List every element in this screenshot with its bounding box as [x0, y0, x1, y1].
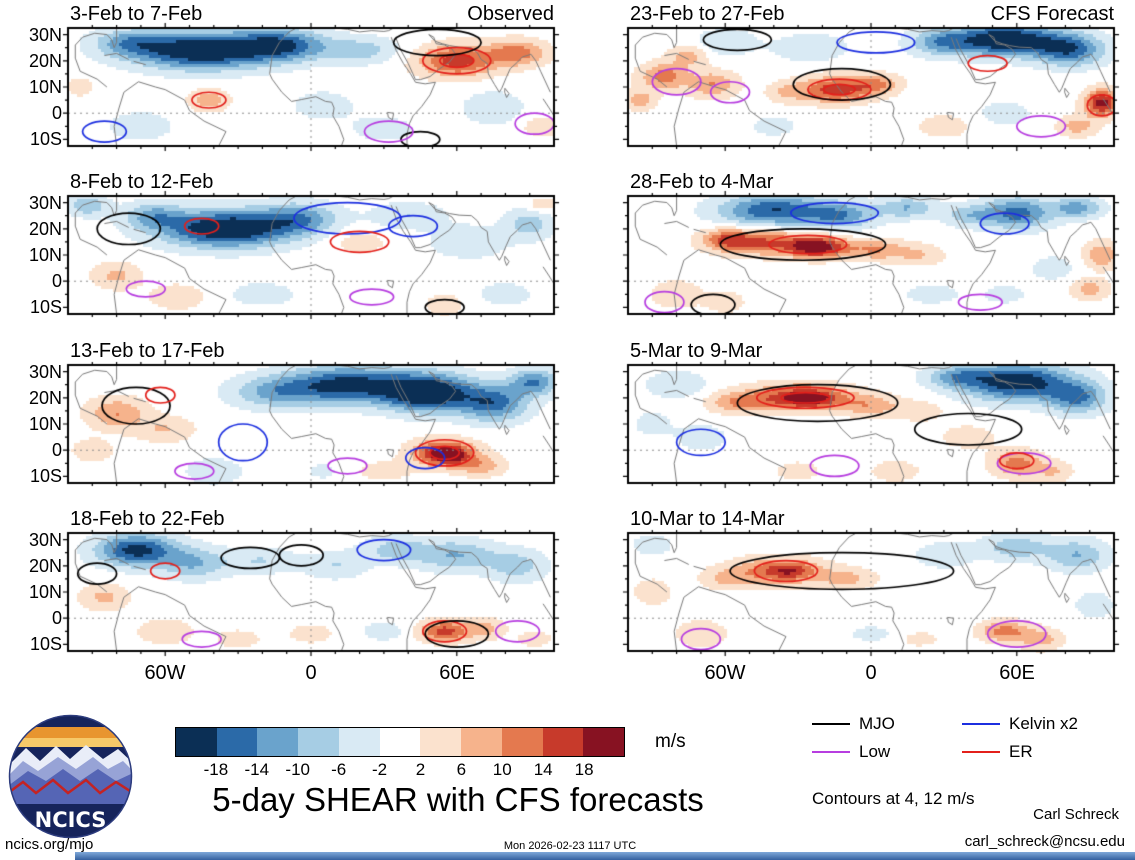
- panel-title-6: 28-Feb to 4-Mar: [630, 171, 774, 193]
- legend-item-er: ER: [962, 742, 1112, 762]
- colorbar-tick-label: 14: [533, 760, 553, 779]
- colorbar-units-label: m/s: [655, 731, 686, 752]
- timestamp: Mon 2026-02-23 1117 UTC: [503, 840, 637, 852]
- x-axis-label: 60W: [704, 662, 746, 684]
- colorbar-tick-label: 18: [574, 760, 594, 779]
- panel-title-8: 10-Mar to 14-Mar: [630, 508, 785, 530]
- colorbar-tick-label: 6: [456, 760, 467, 779]
- y-axis-label: 20N: [28, 388, 62, 408]
- y-axis-label: 10S: [29, 466, 62, 486]
- y-axis-label: 30N: [28, 193, 62, 213]
- y-axis-label: 30N: [28, 25, 62, 45]
- legend-label: MJO: [859, 714, 895, 733]
- y-axis-label: 10N: [28, 582, 62, 602]
- figure-title: 5-day SHEAR with CFS forecasts: [212, 781, 704, 818]
- panel-title-4: 18-Feb to 22-Feb: [70, 508, 225, 530]
- y-axis-label: 30N: [28, 530, 62, 550]
- colorbar-tick-label: -6: [331, 760, 347, 779]
- colorbar-tick-label: -14: [244, 760, 270, 779]
- map-panel-1: [62, 22, 560, 152]
- y-axis-label: 10S: [29, 129, 62, 149]
- colorbar-chip: [257, 728, 299, 756]
- colorbar-chip: [583, 728, 625, 756]
- wave-legend: MJO Kelvin x2 Low ER: [812, 714, 1122, 762]
- colorbar-chip: [501, 728, 543, 756]
- legend-item-low: Low: [812, 742, 962, 762]
- column-header-forecast: CFS Forecast: [990, 3, 1114, 25]
- legend-item-mjo: MJO: [812, 714, 962, 734]
- map-panel-5: [622, 22, 1120, 152]
- colorbar-chip: [379, 728, 421, 756]
- contours-note: Contours at 4, 12 m/s: [812, 789, 975, 808]
- colorbar-chip: [542, 728, 584, 756]
- legend-item-kelvin-x2: Kelvin x2: [962, 714, 1112, 734]
- legend-line-icon: [812, 750, 850, 754]
- colorbar-chip: [420, 728, 462, 756]
- map-panel-7: [622, 359, 1120, 489]
- y-axis-label: 10S: [29, 297, 62, 317]
- panel-title-7: 5-Mar to 9-Mar: [630, 340, 763, 362]
- x-axis-label: 0: [305, 662, 317, 684]
- colorbar-tick-label: -18: [203, 760, 229, 779]
- colorbar-tick-labels: -18 -14 -10 -6 -2 2 6 10 14 18: [175, 760, 625, 780]
- colorbar-tick-label: 10: [492, 760, 512, 779]
- panel-title-1: 3-Feb to 7-Feb: [70, 3, 203, 25]
- x-axis-label: 60W: [144, 662, 186, 684]
- legend-label: Kelvin x2: [1009, 714, 1078, 733]
- site-link: ncics.org/mjo: [5, 836, 94, 853]
- colorbar-chip: [176, 728, 217, 756]
- column-header-observed: Observed: [467, 3, 554, 25]
- y-axis-label: 10S: [29, 634, 62, 654]
- x-axis-label: 60E: [999, 662, 1035, 684]
- y-axis-label: 30N: [28, 362, 62, 382]
- ncics-logo-icon: NCICS: [8, 714, 133, 839]
- colorbar-tick-label: -2: [371, 760, 388, 779]
- credit-name: Carl Schreck: [1033, 806, 1119, 823]
- colorbar-chip: [338, 728, 380, 756]
- panel-title-5: 23-Feb to 27-Feb: [630, 3, 785, 25]
- x-axis-label: 60E: [439, 662, 475, 684]
- colorbar-chip: [461, 728, 502, 756]
- y-axis-label: 10N: [28, 77, 62, 97]
- map-panel-4: [62, 527, 560, 657]
- y-axis-label: 20N: [28, 556, 62, 576]
- y-axis-label: 0: [51, 103, 62, 123]
- credit-email: carl_schreck@ncsu.edu: [964, 833, 1125, 850]
- bottom-blue-bar: [75, 852, 1135, 860]
- legend-label: ER: [1009, 742, 1033, 761]
- y-axis-label: 20N: [28, 219, 62, 239]
- y-axis-label: 0: [51, 608, 62, 628]
- legend-line-icon: [962, 750, 1000, 754]
- panel-title-3: 13-Feb to 17-Feb: [70, 340, 225, 362]
- map-panel-8: [622, 527, 1120, 657]
- y-axis-label: 10N: [28, 245, 62, 265]
- map-panel-3: [62, 359, 560, 489]
- y-axis-label: 20N: [28, 51, 62, 71]
- legend-line-icon: [962, 722, 1000, 726]
- y-axis-label: 0: [51, 271, 62, 291]
- ncics-logo-text: NCICS: [35, 808, 107, 832]
- y-axis-label: 10N: [28, 414, 62, 434]
- colorbar-chip: [216, 728, 258, 756]
- legend-label: Low: [859, 742, 891, 761]
- legend-line-icon: [812, 722, 850, 726]
- colorbar: [175, 727, 625, 757]
- map-panel-2: [62, 190, 560, 320]
- colorbar-tick-label: -10: [285, 760, 311, 779]
- colorbar-chip: [298, 728, 339, 756]
- panel-title-2: 8-Feb to 12-Feb: [70, 171, 214, 193]
- colorbar-tick-label: 2: [415, 760, 426, 779]
- ncics-logo: NCICS: [8, 714, 133, 844]
- map-panel-6: [622, 190, 1120, 320]
- x-axis-label: 0: [865, 662, 877, 684]
- y-axis-label: 0: [51, 440, 62, 460]
